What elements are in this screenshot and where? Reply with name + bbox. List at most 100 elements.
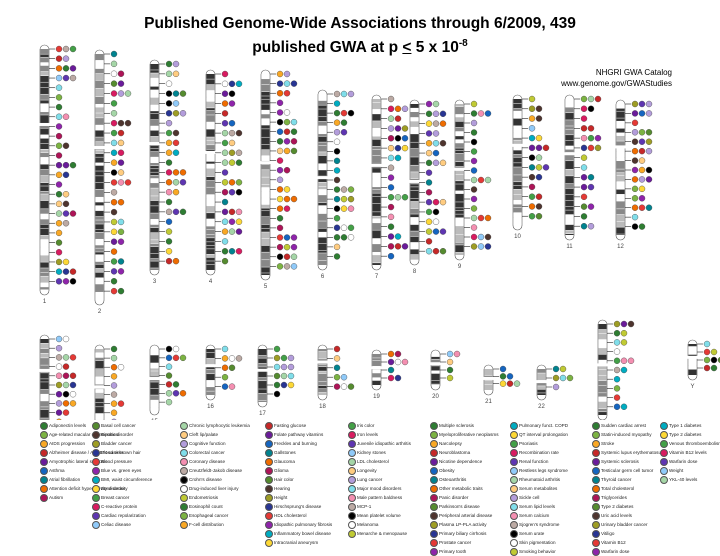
legend-swatch <box>510 449 518 457</box>
chromosome-band <box>150 176 158 179</box>
chromosome-band <box>206 381 214 387</box>
association-dot <box>56 152 62 158</box>
association-dot <box>348 234 354 240</box>
chromosome-band <box>40 58 48 63</box>
association-dot <box>277 129 283 135</box>
association-dot <box>111 189 117 195</box>
association-dot <box>111 209 117 215</box>
chromosome-label: 15 <box>151 419 158 420</box>
legend-item: Testicular germ cell tumor <box>592 466 663 475</box>
chromosome-band <box>410 108 418 111</box>
chromosome-band <box>261 110 269 113</box>
association-dot <box>433 150 439 156</box>
legend-swatch <box>92 512 100 520</box>
chromosome-band <box>95 125 103 130</box>
chromosome-band <box>616 133 624 135</box>
association-dot <box>118 219 124 225</box>
chromosome-band <box>537 393 545 395</box>
association-dot <box>529 145 535 151</box>
association-dot <box>402 194 408 200</box>
chromosome-band <box>206 230 214 235</box>
association-dot <box>632 110 638 116</box>
chromosome-band <box>261 156 269 161</box>
chromosome-band <box>261 208 269 210</box>
chromosome-band <box>372 204 380 212</box>
association-dot <box>125 120 131 126</box>
association-dot <box>704 341 710 347</box>
association-dot <box>63 278 69 284</box>
association-dot <box>614 376 620 382</box>
chromosome-band <box>513 175 521 181</box>
chromosome-band <box>616 161 624 169</box>
chromosome-band <box>455 175 463 181</box>
association-dot <box>166 219 172 225</box>
chromosome-band <box>318 206 326 214</box>
chromosome-band <box>372 147 380 150</box>
legend-label: F-cell distribution <box>189 522 224 527</box>
association-dot <box>341 110 347 116</box>
chromosome-band <box>40 353 48 357</box>
association-dot <box>173 140 179 146</box>
chromosome-band <box>565 207 573 210</box>
association-dot <box>341 374 347 380</box>
legend-swatch <box>348 485 356 493</box>
legend-item: Idiopathic pulmonary fibrosis <box>265 520 332 529</box>
association-dot <box>277 225 283 231</box>
association-dot <box>334 234 340 240</box>
association-dot <box>500 366 506 372</box>
chromosome-band <box>598 340 606 348</box>
legend-label: Systemic lupus erythematosus <box>601 450 663 455</box>
association-dot <box>614 349 620 355</box>
legend-label: Type 2 diabetes <box>669 432 701 437</box>
association-dot <box>111 419 117 420</box>
chromosome-band <box>616 141 624 145</box>
association-dot <box>274 391 280 397</box>
legend-item: Psoriasis <box>510 439 568 448</box>
association-dot <box>291 129 297 135</box>
association-dot <box>348 196 354 202</box>
legend-label: Psoriasis <box>519 441 538 446</box>
chromosome-band <box>150 382 158 388</box>
chromosome-band <box>261 188 269 192</box>
association-dot <box>433 199 439 205</box>
centromere <box>318 361 328 364</box>
chromosome-band <box>410 237 418 242</box>
legend-label: Parkinson's disease <box>439 504 480 509</box>
chromosome-band <box>372 373 380 377</box>
association-dot <box>222 91 228 97</box>
legend-label: Nicotine dependence <box>439 459 482 464</box>
legend-item: Total cholesterol <box>592 484 663 493</box>
chromosome-band <box>206 85 214 90</box>
association-dot <box>639 148 645 154</box>
legend-swatch <box>348 422 356 430</box>
association-dot <box>543 164 549 170</box>
association-dot <box>236 229 242 235</box>
chromosome-band <box>150 206 158 213</box>
association-dot <box>118 120 124 126</box>
chromosome-band <box>455 245 463 252</box>
legend-item: Creutzfeldt-Jakob disease <box>180 466 250 475</box>
association-dot <box>646 148 652 154</box>
legend-swatch <box>40 476 48 484</box>
chromosome-band <box>206 213 214 219</box>
legend-item: Plasma LP-PLA activity <box>430 520 499 529</box>
legend-swatch <box>92 449 100 457</box>
association-dot <box>334 253 340 259</box>
association-dot <box>388 96 394 102</box>
legend-item: Cardiac repolarization <box>92 511 152 520</box>
legend-item: Folate pathway vitamins <box>265 430 332 439</box>
association-dot <box>274 382 280 388</box>
association-dot <box>125 91 131 97</box>
legend-label: Blond or brown hair <box>101 450 141 455</box>
association-dot <box>334 196 340 202</box>
association-dot <box>63 191 69 197</box>
association-dot <box>341 91 347 97</box>
association-dot <box>236 179 242 185</box>
chromosome-band <box>261 96 269 99</box>
legend-swatch <box>180 431 188 439</box>
association-dot <box>334 346 340 352</box>
association-dot <box>341 129 347 135</box>
chromosome-band <box>598 397 606 401</box>
legend-label: Kidney stones <box>357 450 386 455</box>
